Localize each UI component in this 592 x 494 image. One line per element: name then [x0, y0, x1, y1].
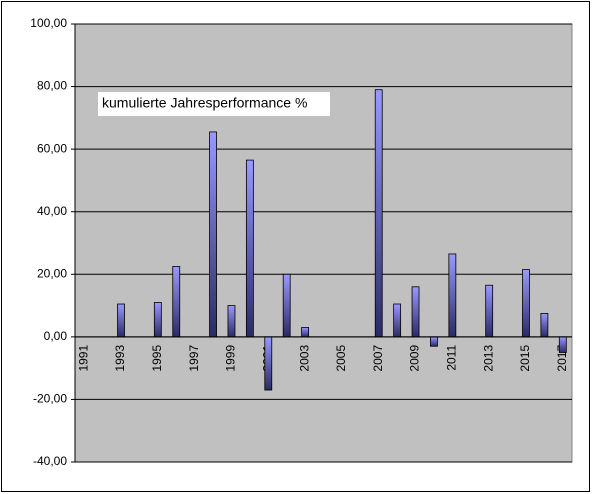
bar: [245, 159, 254, 338]
x-tick-label: 1991: [76, 345, 90, 372]
y-tick-label: 0,00: [44, 329, 68, 343]
x-tick-label: 2011: [445, 345, 459, 371]
bar: [209, 131, 217, 338]
y-tick-label: 40,00: [37, 204, 67, 218]
y-tick-label: 80,00: [37, 79, 67, 93]
bar: [522, 269, 530, 338]
bar: [374, 89, 383, 338]
y-tick-label: 60,00: [37, 141, 67, 155]
bar: [558, 336, 567, 353]
bar: [264, 336, 273, 391]
bar: [393, 303, 402, 338]
x-tick-label: 2013: [481, 345, 495, 372]
bar: [172, 266, 181, 338]
y-tick-label: 20,00: [37, 266, 67, 280]
bar: [117, 303, 125, 338]
x-tick-label: 2007: [371, 345, 385, 372]
x-tick-label: 1999: [224, 345, 238, 372]
x-tick-label: 2015: [518, 345, 532, 372]
legend-box: [98, 92, 330, 116]
x-tick-label: 1993: [113, 345, 127, 372]
legend-label: kumulierte Jahresperformance %: [102, 95, 307, 111]
bar: [411, 286, 420, 338]
plot-area: [74, 23, 573, 463]
bar: [282, 273, 291, 338]
y-tick-label: -40,00: [33, 454, 67, 468]
bar: [301, 327, 309, 338]
bar: [540, 312, 549, 338]
x-tick-label: 1995: [150, 345, 164, 372]
bar: [485, 284, 494, 338]
x-tick-label: 1997: [187, 345, 201, 372]
x-tick-label: 2005: [334, 345, 348, 372]
x-tick-label: 2009: [408, 345, 422, 372]
bar: [430, 336, 438, 347]
bar: [227, 305, 236, 338]
x-tick-label: 2003: [297, 345, 311, 372]
bar: [153, 302, 162, 338]
y-tick-label: -20,00: [33, 392, 67, 406]
y-tick-label: 100,00: [30, 16, 67, 30]
bar: [448, 253, 457, 338]
